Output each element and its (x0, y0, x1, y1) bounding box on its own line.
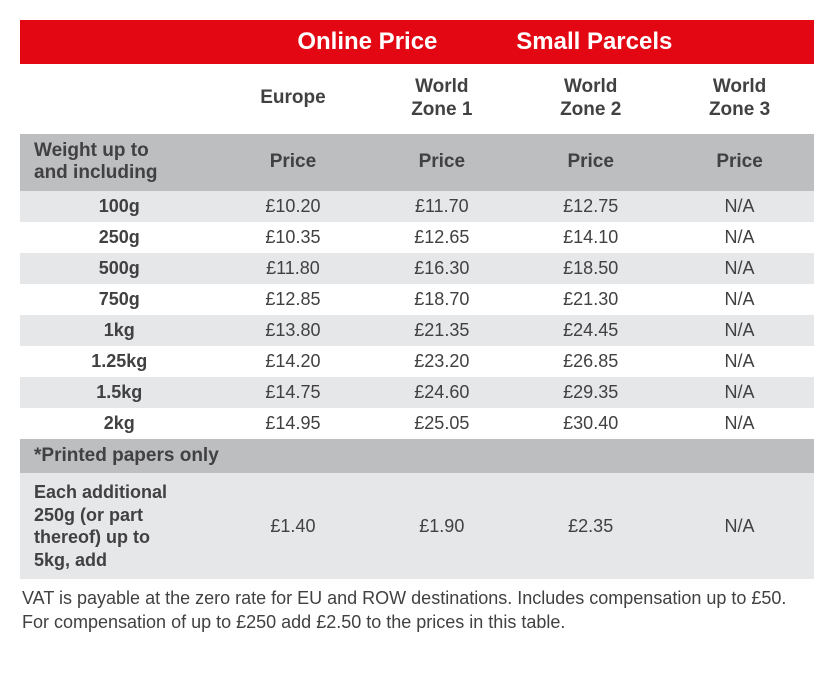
price-cell: N/A (665, 222, 814, 253)
header-band: Online Price Small Parcels (20, 20, 814, 64)
weight-cell: 1kg (20, 315, 219, 346)
weight-cell: 1.25kg (20, 346, 219, 377)
price-cell: £18.50 (516, 253, 665, 284)
price-cell: £11.70 (367, 191, 516, 222)
zone-col-3: WorldZone 3 (665, 64, 814, 134)
zone-header-row: Europe WorldZone 1 WorldZone 2 WorldZone… (20, 64, 814, 134)
subheader-col-3: Price (665, 134, 814, 192)
zone-col-2: WorldZone 2 (516, 64, 665, 134)
subheader-label: Weight up toand including (20, 134, 219, 192)
printed-papers-note: *Printed papers only (20, 439, 814, 473)
weight-cell: 100g (20, 191, 219, 222)
weight-cell: 250g (20, 222, 219, 253)
price-cell: £18.70 (367, 284, 516, 315)
header-spacer (20, 20, 219, 64)
subheader-row: Weight up toand including Price Price Pr… (20, 134, 814, 192)
subheader-col-2: Price (516, 134, 665, 192)
price-cell: N/A (665, 408, 814, 439)
price-cell: £24.60 (367, 377, 516, 408)
printed-papers-note-row: *Printed papers only (20, 439, 814, 473)
table-row: 500g £11.80 £16.30 £18.50 N/A (20, 253, 814, 284)
price-cell: £1.40 (219, 473, 368, 579)
subheader-col-0: Price (219, 134, 368, 192)
price-cell: £13.80 (219, 315, 368, 346)
price-cell: £30.40 (516, 408, 665, 439)
price-cell: £21.30 (516, 284, 665, 315)
pricing-table: Online Price Small Parcels Europe WorldZ… (20, 20, 814, 579)
price-cell: £12.75 (516, 191, 665, 222)
price-cell: £10.35 (219, 222, 368, 253)
subheader-col-1: Price (367, 134, 516, 192)
table-row: 1.25kg £14.20 £23.20 £26.85 N/A (20, 346, 814, 377)
price-cell: £24.45 (516, 315, 665, 346)
zone-col-0: Europe (219, 64, 368, 134)
zone-header-blank (20, 64, 219, 134)
price-cell: £10.20 (219, 191, 368, 222)
price-cell: £29.35 (516, 377, 665, 408)
additional-weight-row: Each additional250g (or partthereof) up … (20, 473, 814, 579)
price-cell: £1.90 (367, 473, 516, 579)
price-cell: £14.10 (516, 222, 665, 253)
weight-cell: 1.5kg (20, 377, 219, 408)
weight-cell: 750g (20, 284, 219, 315)
price-cell: N/A (665, 473, 814, 579)
price-cell: £26.85 (516, 346, 665, 377)
price-cell: N/A (665, 284, 814, 315)
header-right: Small Parcels (516, 20, 814, 64)
table-row: 250g £10.35 £12.65 £14.10 N/A (20, 222, 814, 253)
price-cell: £11.80 (219, 253, 368, 284)
price-cell: N/A (665, 377, 814, 408)
price-cell: £14.75 (219, 377, 368, 408)
price-cell: N/A (665, 253, 814, 284)
price-cell: N/A (665, 346, 814, 377)
additional-weight-label: Each additional250g (or partthereof) up … (20, 473, 219, 579)
price-cell: £25.05 (367, 408, 516, 439)
zone-col-1: WorldZone 1 (367, 64, 516, 134)
vat-footnote: VAT is payable at the zero rate for EU a… (20, 579, 814, 634)
table-row: 2kg £14.95 £25.05 £30.40 N/A (20, 408, 814, 439)
table-row: 1.5kg £14.75 £24.60 £29.35 N/A (20, 377, 814, 408)
table-row: 100g £10.20 £11.70 £12.75 N/A (20, 191, 814, 222)
weight-cell: 500g (20, 253, 219, 284)
price-cell: N/A (665, 315, 814, 346)
price-cell: £23.20 (367, 346, 516, 377)
price-cell: £12.65 (367, 222, 516, 253)
weight-cell: 2kg (20, 408, 219, 439)
table-row: 750g £12.85 £18.70 £21.30 N/A (20, 284, 814, 315)
table-body: Online Price Small Parcels Europe WorldZ… (20, 20, 814, 579)
header-left: Online Price (219, 20, 517, 64)
price-cell: £14.95 (219, 408, 368, 439)
table-row: 1kg £13.80 £21.35 £24.45 N/A (20, 315, 814, 346)
price-cell: N/A (665, 191, 814, 222)
price-cell: £16.30 (367, 253, 516, 284)
price-cell: £12.85 (219, 284, 368, 315)
price-cell: £2.35 (516, 473, 665, 579)
price-cell: £21.35 (367, 315, 516, 346)
price-cell: £14.20 (219, 346, 368, 377)
